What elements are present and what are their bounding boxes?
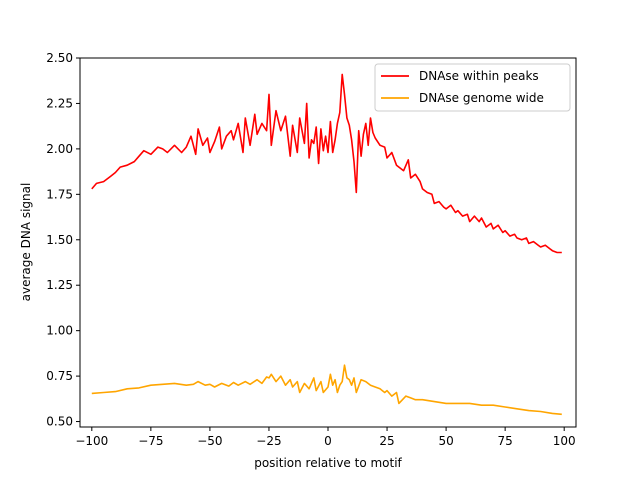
x-tick-label: 75 — [498, 434, 513, 448]
y-tick-label: 0.75 — [46, 369, 73, 383]
y-tick-label: 2.25 — [46, 96, 73, 110]
x-tick-label: −75 — [138, 434, 163, 448]
y-tick-label: 1.75 — [46, 187, 73, 201]
y-tick-label: 1.50 — [46, 233, 73, 247]
x-tick-label: 25 — [379, 434, 394, 448]
x-tick-label: −100 — [75, 434, 108, 448]
x-axis: −100 −75 −50 −25 0 25 50 75 100 — [75, 427, 576, 448]
series-layer — [91, 73, 562, 416]
legend: DNAse within peaks DNAse genome wide — [374, 63, 571, 112]
x-tick-label: −25 — [256, 434, 281, 448]
y-tick-label: 2.50 — [46, 51, 73, 65]
y-tick-label: 1.25 — [46, 278, 73, 292]
y-tick-label: 0.50 — [46, 415, 73, 429]
y-tick-label: 2.00 — [46, 142, 73, 156]
legend-box — [374, 63, 571, 112]
legend-label-within-peaks: DNAse within peaks — [419, 69, 539, 83]
legend-label-genome-wide: DNAse genome wide — [419, 91, 544, 105]
x-tick-label: 0 — [324, 434, 332, 448]
x-axis-label: position relative to motif — [254, 456, 402, 470]
x-tick-label: 100 — [553, 434, 576, 448]
y-axis: 0.50 0.75 1.00 1.25 1.50 1.75 2.00 2.25 2.50 — [46, 51, 80, 429]
x-tick-label: 50 — [438, 434, 453, 448]
y-axis-label: average DNA signal — [19, 183, 33, 302]
series-line-genome-wide — [91, 364, 562, 416]
axes-frame — [79, 57, 577, 428]
x-tick-label: −50 — [197, 434, 222, 448]
y-tick-label: 1.00 — [46, 324, 73, 338]
series-line-within-peaks — [91, 73, 562, 254]
